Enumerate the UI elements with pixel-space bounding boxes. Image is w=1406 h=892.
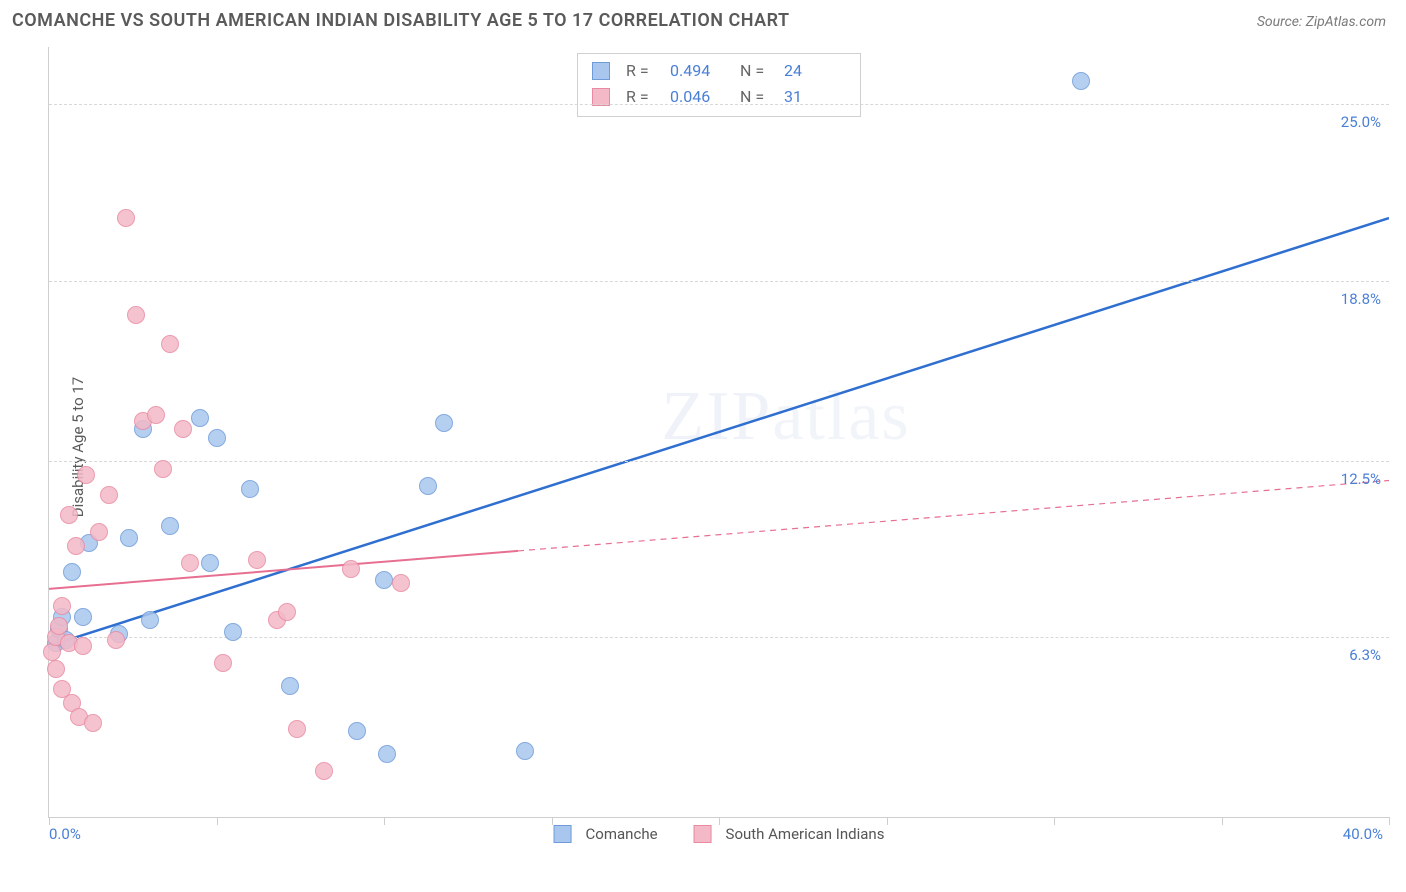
data-point bbox=[67, 537, 85, 555]
gridline-h bbox=[49, 281, 1389, 282]
r-value-sai: 0.046 bbox=[670, 84, 730, 110]
data-point bbox=[191, 409, 209, 427]
gridline-h bbox=[49, 104, 1389, 105]
data-point bbox=[419, 477, 437, 495]
data-point bbox=[154, 460, 172, 478]
data-point bbox=[53, 597, 71, 615]
legend-label-sai: South American Indians bbox=[726, 825, 885, 843]
data-point bbox=[392, 574, 410, 592]
data-point bbox=[74, 608, 92, 626]
plot-region: ZIPatlas R = 0.494 N = 24 R = 0.046 N = … bbox=[48, 47, 1389, 818]
xtick bbox=[719, 817, 720, 825]
xtick bbox=[217, 817, 218, 825]
data-point bbox=[74, 637, 92, 655]
chart-source: Source: ZipAtlas.com bbox=[1257, 14, 1386, 30]
xaxis-max-label: 40.0% bbox=[1343, 825, 1383, 843]
gridline-h bbox=[49, 461, 1389, 462]
data-point bbox=[60, 506, 78, 524]
watermark: ZIPatlas bbox=[661, 377, 910, 457]
xtick bbox=[384, 817, 385, 825]
data-point bbox=[208, 429, 226, 447]
xtick bbox=[1054, 817, 1055, 825]
legend-row-comanche: R = 0.494 N = 24 bbox=[592, 58, 844, 84]
data-point bbox=[248, 551, 266, 569]
xtick bbox=[552, 817, 553, 825]
data-point bbox=[127, 306, 145, 324]
regression-line-solid bbox=[49, 218, 1389, 646]
regression-lines bbox=[49, 47, 1389, 817]
data-point bbox=[141, 611, 159, 629]
data-point bbox=[315, 762, 333, 780]
data-point bbox=[281, 677, 299, 695]
data-point bbox=[224, 623, 242, 641]
data-point bbox=[117, 209, 135, 227]
r-value-comanche: 0.494 bbox=[670, 58, 730, 84]
data-point bbox=[378, 745, 396, 763]
data-point bbox=[241, 480, 259, 498]
data-point bbox=[100, 486, 118, 504]
ytick-label: 12.5% bbox=[1341, 470, 1381, 488]
data-point bbox=[120, 529, 138, 547]
watermark-zip: ZIP bbox=[661, 378, 772, 455]
n-value-sai: 31 bbox=[784, 84, 844, 110]
n-value-comanche: 24 bbox=[784, 58, 844, 84]
xtick bbox=[1222, 817, 1223, 825]
data-point bbox=[147, 406, 165, 424]
data-point bbox=[288, 720, 306, 738]
data-point bbox=[161, 517, 179, 535]
data-point bbox=[50, 617, 68, 635]
legend-item-comanche: Comanche bbox=[554, 825, 658, 843]
xtick bbox=[49, 817, 50, 825]
n-label: N = bbox=[740, 84, 774, 110]
data-point bbox=[348, 722, 366, 740]
swatch-comanche-bottom bbox=[554, 825, 572, 843]
data-point bbox=[161, 335, 179, 353]
data-point bbox=[342, 560, 360, 578]
data-point bbox=[107, 631, 125, 649]
r-label: R = bbox=[626, 58, 660, 84]
data-point bbox=[201, 554, 219, 572]
data-point bbox=[90, 523, 108, 541]
data-point bbox=[181, 554, 199, 572]
xtick bbox=[887, 817, 888, 825]
ytick-label: 18.8% bbox=[1341, 290, 1381, 308]
chart-title: COMANCHE VS SOUTH AMERICAN INDIAN DISABI… bbox=[12, 10, 790, 31]
data-point bbox=[1072, 72, 1090, 90]
xaxis-min-label: 0.0% bbox=[49, 825, 81, 843]
watermark-atlas: atlas bbox=[772, 378, 910, 455]
r-label: R = bbox=[626, 84, 660, 110]
legend-item-sai: South American Indians bbox=[694, 825, 885, 843]
legend-label-comanche: Comanche bbox=[586, 825, 658, 843]
gridline-h bbox=[49, 637, 1389, 638]
swatch-comanche bbox=[592, 62, 610, 80]
data-point bbox=[174, 420, 192, 438]
regression-line-dashed bbox=[518, 480, 1389, 550]
regression-line-solid bbox=[49, 551, 518, 589]
data-point bbox=[47, 660, 65, 678]
n-label: N = bbox=[740, 58, 774, 84]
data-point bbox=[278, 603, 296, 621]
legend-row-sai: R = 0.046 N = 31 bbox=[592, 84, 844, 110]
legend-correlation: R = 0.494 N = 24 R = 0.046 N = 31 bbox=[577, 53, 861, 117]
legend-series: Comanche South American Indians bbox=[554, 825, 885, 843]
ytick-label: 6.3% bbox=[1349, 646, 1381, 664]
data-point bbox=[375, 571, 393, 589]
swatch-sai-bottom bbox=[694, 825, 712, 843]
data-point bbox=[435, 414, 453, 432]
chart-area: Disability Age 5 to 17 ZIPatlas R = 0.49… bbox=[0, 37, 1406, 857]
ytick-label: 25.0% bbox=[1341, 113, 1381, 131]
data-point bbox=[77, 466, 95, 484]
data-point bbox=[84, 714, 102, 732]
data-point bbox=[516, 742, 534, 760]
data-point bbox=[63, 563, 81, 581]
chart-header: COMANCHE VS SOUTH AMERICAN INDIAN DISABI… bbox=[0, 0, 1406, 37]
data-point bbox=[214, 654, 232, 672]
xtick bbox=[1389, 817, 1390, 825]
